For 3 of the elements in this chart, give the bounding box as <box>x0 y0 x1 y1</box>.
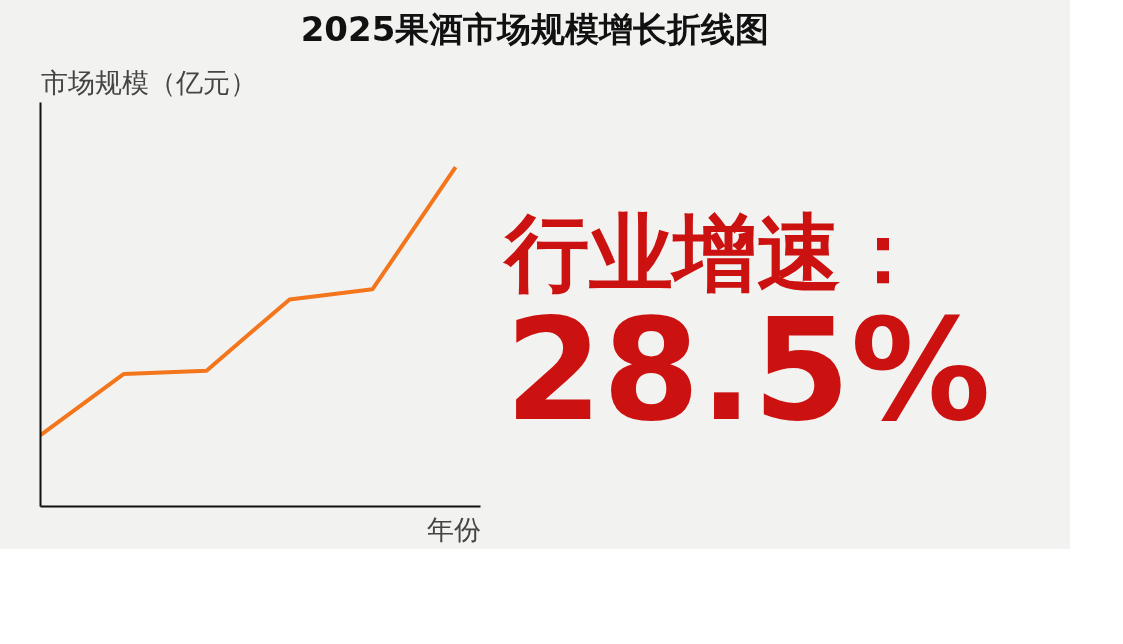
y-axis-title: 市场规模（亿元） <box>40 66 257 98</box>
x-axis-title: 年份 <box>426 513 481 545</box>
chart-title: 2025果酒市场规模增长折线图 <box>300 8 770 51</box>
